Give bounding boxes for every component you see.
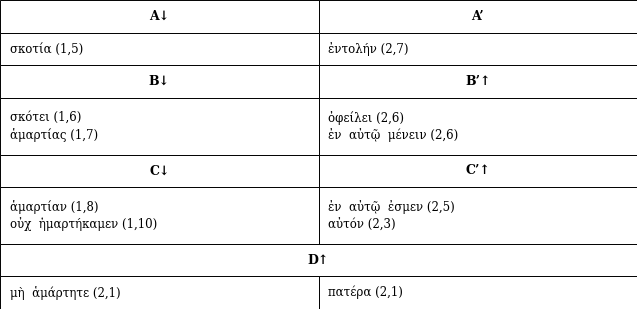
Text: A↓: A↓ [149,10,169,23]
Text: ἐντολήν (2,7): ἐντολήν (2,7) [328,42,408,56]
Bar [318,154,637,187]
Text: ἐν  αὐτῷ  ἐσμεν (2,5): ἐν αὐτῷ ἐσμεν (2,5) [328,200,455,214]
Bar [0,98,318,154]
Text: πατέρα (2,1): πατέρα (2,1) [328,286,403,299]
Text: ἐν  αὐτῷ  μένειν (2,6): ἐν αὐτῷ μένειν (2,6) [328,128,458,142]
Bar [0,32,318,65]
Text: οὐχ  ἡμαρτήκαμεν (1,10): οὐχ ἡμαρτήκαμεν (1,10) [10,217,157,231]
Bar [318,277,637,309]
Text: D↑: D↑ [308,254,329,267]
Bar [318,0,637,32]
Bar [0,244,637,277]
Text: C↓: C↓ [149,164,169,177]
Bar [318,32,637,65]
Text: A’: A’ [471,10,484,23]
Bar [0,154,318,187]
Text: B’↑: B’↑ [465,75,490,88]
Bar [318,187,637,244]
Text: σκότει (1,6): σκότει (1,6) [10,111,81,124]
Text: ἁμαρτίας (1,7): ἁμαρτίας (1,7) [10,128,97,142]
Text: B↓: B↓ [148,75,170,88]
Text: μὴ  ἁμάρτητε (2,1): μὴ ἁμάρτητε (2,1) [10,286,120,300]
Bar [0,187,318,244]
Bar [318,98,637,154]
Text: αὐτόν (2,3): αὐτόν (2,3) [328,218,396,231]
Text: ὀφείλει (2,6): ὀφείλει (2,6) [328,111,404,125]
Text: ἁμαρτίαν (1,8): ἁμαρτίαν (1,8) [10,200,98,214]
Bar [0,0,318,32]
Bar [318,65,637,98]
Text: σκοτία (1,5): σκοτία (1,5) [10,42,83,55]
Bar [0,65,318,98]
Text: C’↑: C’↑ [465,164,490,177]
Bar [0,277,318,309]
